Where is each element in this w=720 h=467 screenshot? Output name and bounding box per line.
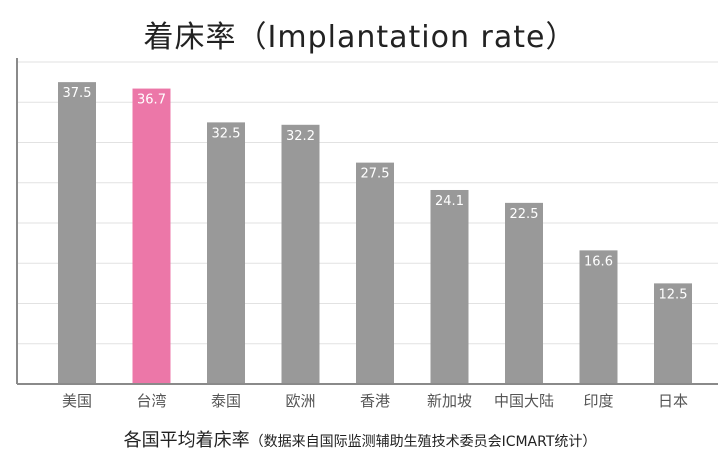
x-axis-source-note: （数据来自国际监测辅助生殖技术委员会ICMART统计） [249, 434, 597, 450]
bar [430, 189, 469, 384]
x-axis-caption: 各国平均着床率（数据来自国际监测辅助生殖技术委员会ICMART统计） [0, 426, 720, 452]
category-label: 欧洲 [285, 392, 315, 410]
value-label: 12.5 [659, 287, 688, 302]
value-label: 32.2 [286, 129, 315, 144]
category-label: 中国大陆 [494, 392, 554, 410]
value-label: 27.5 [361, 167, 390, 182]
x-axis-label: 各国平均着床率 [123, 430, 250, 451]
bar [132, 88, 171, 384]
category-labels: 美国 台湾 泰国 欧洲 香港 新加坡 中国大陆 印度 日本 [62, 392, 688, 410]
category-label: 新加坡 [427, 392, 472, 410]
axes [16, 58, 718, 385]
bar [505, 202, 543, 384]
category-label: 美国 [62, 392, 92, 410]
value-label: 32.5 [212, 126, 241, 141]
bar [579, 250, 618, 384]
category-label: 泰国 [211, 392, 241, 410]
value-label: 24.1 [435, 194, 464, 209]
value-labels: 37.5 36.7 32.5 32.2 27.5 24.1 22.5 16.6 12.5 [63, 86, 688, 302]
bar [281, 124, 320, 384]
value-label: 36.7 [137, 93, 166, 108]
value-label: 37.5 [63, 86, 92, 101]
category-label: 日本 [658, 392, 688, 410]
category-label: 台湾 [136, 392, 166, 410]
category-label: 印度 [583, 392, 613, 410]
chart-title: 着床率（Implantation rate） [143, 20, 577, 55]
bar [356, 162, 394, 384]
bar [58, 82, 96, 384]
value-label: 16.6 [584, 254, 613, 269]
bar [654, 283, 692, 384]
bar [207, 122, 245, 384]
category-label: 香港 [360, 392, 390, 410]
value-label: 22.5 [510, 207, 539, 222]
bars [58, 82, 692, 384]
